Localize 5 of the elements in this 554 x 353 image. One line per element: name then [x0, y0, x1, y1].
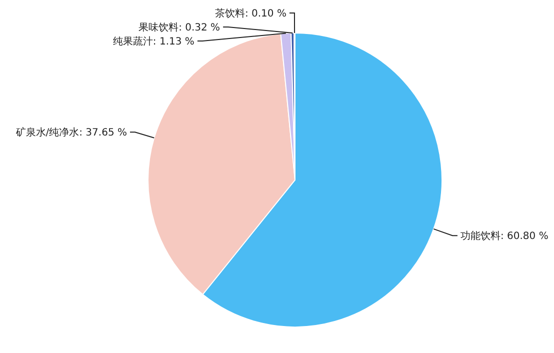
slice-label: 茶饮料: 0.10 % — [214, 8, 286, 20]
slice-label: 矿泉水/纯净水: 37.65 % — [14, 126, 127, 139]
slice-label: 果味饮料: 0.32 % — [138, 22, 220, 34]
slice-label: 功能饮料: 60.80 % — [460, 230, 548, 242]
slice-label: 纯果蔬汁: 1.13 % — [112, 36, 194, 48]
